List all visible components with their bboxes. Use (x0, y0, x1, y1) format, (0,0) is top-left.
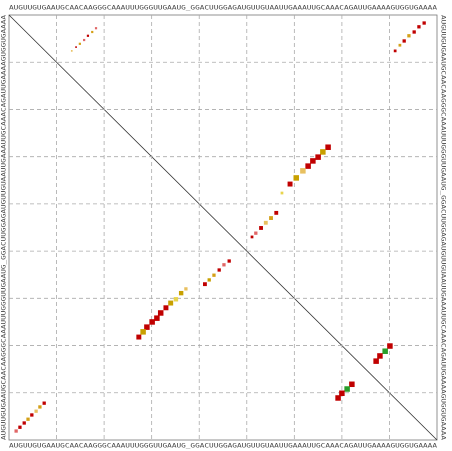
dot (91, 30, 94, 34)
dot (274, 210, 279, 215)
dot (325, 144, 331, 150)
dot (203, 282, 207, 287)
dot (382, 348, 388, 354)
dot (310, 158, 316, 164)
dot (154, 315, 160, 321)
dot (18, 425, 22, 429)
dot (349, 381, 355, 388)
diagonal (8, 14, 438, 441)
dot (136, 334, 142, 340)
dot (34, 409, 38, 413)
dot (402, 39, 406, 43)
dot (30, 413, 34, 417)
dot (407, 34, 411, 38)
dot (207, 278, 211, 282)
dot (417, 25, 421, 29)
dot (94, 27, 98, 30)
dot (78, 42, 81, 45)
sequence-right: AUGUUGUGAAUGCAACAAGGGCAAAUUUGGGUUGAAUG_G… (440, 15, 447, 440)
dot (280, 191, 284, 195)
dot (140, 329, 146, 335)
dot (412, 30, 416, 34)
dot (75, 46, 77, 48)
dot (173, 297, 179, 302)
dot (300, 168, 306, 174)
dot (398, 43, 402, 47)
dot (422, 21, 426, 25)
sequence-top: AUGUUGUGAAUGCAACAAGGGCAAAUUUGGGUUGAAUG_G… (9, 5, 437, 12)
dot (38, 405, 42, 409)
dot (387, 343, 393, 349)
dot (149, 319, 155, 325)
dot (42, 401, 46, 405)
dot (70, 50, 73, 52)
dot (320, 149, 326, 155)
dot (315, 154, 321, 160)
dot (269, 216, 273, 220)
dot (14, 429, 18, 433)
dot (83, 38, 86, 42)
dot (163, 305, 169, 311)
dot (287, 181, 293, 187)
dot (344, 386, 350, 392)
dot (212, 273, 216, 277)
dot (250, 235, 254, 239)
dot (393, 49, 397, 53)
dot (339, 390, 345, 396)
dot (373, 358, 379, 364)
dot (157, 310, 164, 316)
sequence-bottom: AUGUUGUGAAUGCAACAAGGGCAAAUUUGGGUUGAAUG_G… (9, 443, 437, 450)
sequence-left: AUGUUGUGAAUGCAACAAGGGCAAAUUUGGGUUGAAUG_G… (1, 15, 8, 440)
dot (86, 34, 90, 37)
dot (227, 259, 231, 263)
plot-frame (8, 14, 438, 441)
dot (259, 226, 263, 230)
dot (184, 287, 188, 291)
dot (305, 163, 311, 169)
dot (178, 290, 184, 296)
dot (254, 231, 258, 235)
dot (293, 175, 299, 181)
dot (26, 417, 30, 421)
dot (217, 268, 221, 272)
dot (222, 263, 226, 267)
dot (144, 324, 150, 330)
dot (263, 220, 268, 225)
dot (22, 421, 26, 425)
dot (335, 395, 341, 401)
dot (168, 300, 174, 306)
dot (377, 353, 383, 359)
